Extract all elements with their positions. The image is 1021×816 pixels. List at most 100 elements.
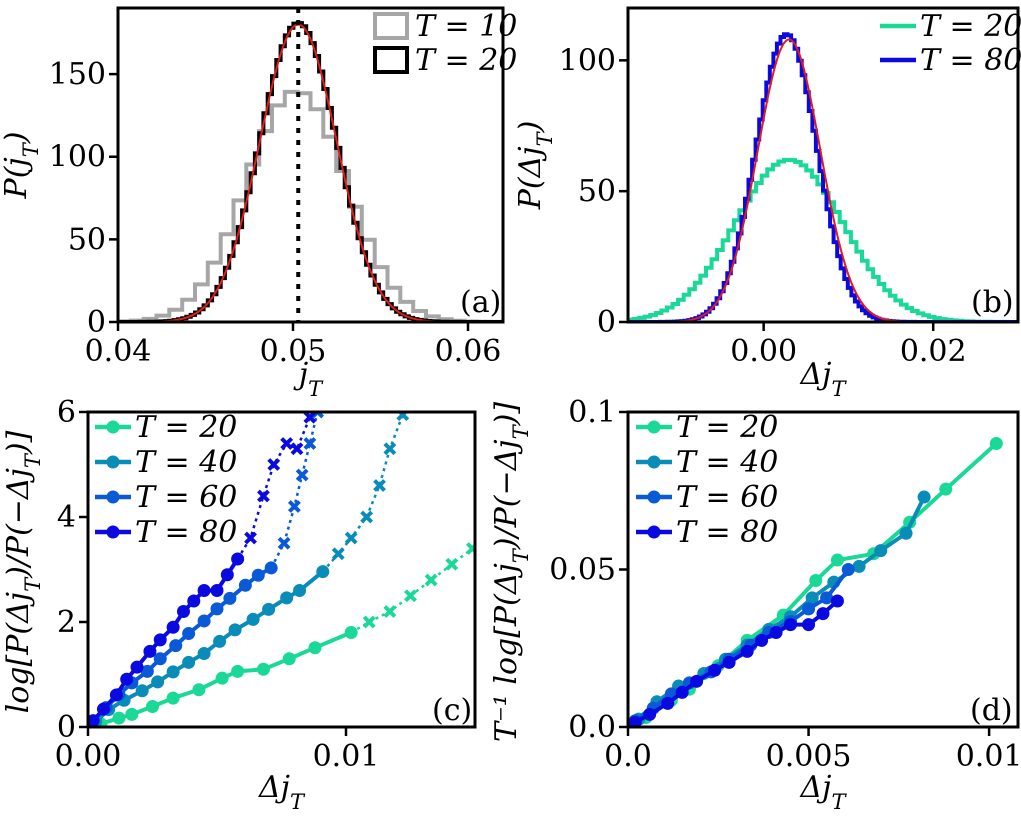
point-c-T=20-9 — [282, 652, 296, 666]
point-d-T=60-11 — [841, 563, 855, 576]
point-d-T=20-11 — [989, 437, 1003, 450]
point-c-T=20-2 — [125, 707, 139, 721]
ytick-label-b-1: 50 — [578, 174, 616, 209]
xtick-label-c-0: 0.00 — [55, 739, 122, 774]
point-d-T=60-9 — [802, 602, 816, 616]
ytick-label-d-2: 0.1 — [568, 395, 616, 430]
xtick-label-a-1: 0.05 — [260, 334, 327, 369]
legend-label-a-0: T = 10 — [415, 9, 517, 44]
point-d-T=40-8 — [805, 591, 819, 605]
legend-marker-d-2 — [647, 490, 661, 504]
point-c-T=60-4 — [140, 664, 154, 678]
point-d-T=40-11 — [874, 544, 888, 558]
point-c-T=80-6 — [153, 633, 167, 647]
xtick-label-d-0: 0.0 — [604, 739, 652, 774]
point-c-T=20-x-4 — [445, 557, 459, 571]
point-c-T=80-5 — [143, 644, 157, 658]
legend-label-c-0: T = 20 — [135, 410, 237, 445]
point-d-T=80-11 — [802, 618, 816, 632]
series-b-fit — [628, 38, 1018, 322]
point-d-T=40-13 — [917, 490, 931, 504]
point-c-T=80-10 — [197, 584, 211, 597]
axes-frame-c — [86, 410, 477, 729]
legend-label-d-0: T = 20 — [676, 410, 778, 445]
point-c-T=80-13 — [231, 552, 245, 566]
plot-area-a — [118, 8, 503, 322]
panel-tag-d: (d) — [970, 693, 1013, 728]
legend-marker-d-1 — [647, 455, 661, 469]
point-d-T=80-0 — [628, 715, 642, 727]
point-c-T=20-7 — [231, 664, 245, 678]
point-c-T=40-12 — [280, 591, 294, 605]
point-c-T=60-x-2 — [295, 468, 309, 482]
point-c-T=80-1 — [96, 702, 110, 716]
point-d-T=80-6 — [722, 655, 736, 669]
xlabel-c: ΔjT — [258, 770, 306, 814]
point-c-T=60-8 — [197, 614, 211, 628]
point-d-T=80-4 — [690, 674, 704, 688]
point-c-T=80-x-3 — [280, 437, 294, 450]
point-d-T=20-10 — [939, 482, 953, 496]
series-c-T=60-extrapolated — [270, 412, 319, 569]
xlabel-d: ΔjT — [800, 770, 848, 814]
point-d-T=80-7 — [740, 644, 754, 658]
point-c-T=60-x-3 — [303, 437, 317, 450]
legend-label-b-1: T = 80 — [920, 43, 1021, 78]
point-c-T=40-11 — [262, 602, 276, 616]
point-c-T=60-13 — [264, 561, 278, 575]
point-c-T=80-7 — [166, 620, 180, 634]
plot-area-d — [628, 437, 1003, 727]
point-c-T=60-x-0 — [277, 536, 291, 550]
point-c-T=60-11 — [238, 578, 252, 592]
point-c-T=60-10 — [223, 591, 237, 605]
point-d-T=80-9 — [769, 626, 783, 639]
ylabel-b: P(ΔjT) — [513, 121, 557, 211]
ytick-label-a-3: 150 — [49, 57, 106, 92]
point-c-T=80-9 — [187, 594, 201, 608]
point-c-T=80-8 — [176, 605, 190, 618]
point-c-T=20-5 — [192, 683, 206, 697]
point-c-T=80-x-2 — [267, 458, 281, 471]
point-c-T=40-x-4 — [383, 442, 397, 456]
point-c-T=20-x-0 — [362, 615, 376, 629]
legend-marker-c-0 — [106, 420, 120, 434]
point-c-T=20-11 — [344, 626, 358, 639]
legend-c: T = 20T = 40T = 60T = 80 — [95, 410, 237, 550]
xtick-label-b-1: 0.02 — [900, 334, 967, 369]
panel-tag-a: (a) — [460, 285, 501, 320]
point-c-T=20-8 — [256, 662, 270, 676]
point-d-T=80-1 — [643, 707, 657, 721]
legend-label-b-0: T = 20 — [920, 9, 1021, 44]
axes-frame-a — [116, 6, 505, 324]
legend-b: T = 20T = 80 — [880, 9, 1021, 78]
point-c-T=20-4 — [166, 691, 180, 705]
point-c-T=40-8 — [213, 634, 227, 648]
xtick-label-b-0: 0.00 — [730, 334, 797, 369]
ytick-label-a-2: 100 — [49, 140, 106, 175]
point-c-T=80-2 — [109, 688, 123, 702]
legend-swatch-a-0 — [373, 12, 409, 40]
point-c-T=20-x-5 — [466, 542, 475, 555]
point-c-T=20-3 — [146, 700, 159, 714]
point-d-T=40-12 — [899, 526, 913, 540]
point-d-T=80-2 — [661, 696, 675, 710]
xtick-label-d-2: 0.01 — [956, 739, 1021, 774]
point-c-T=20-1 — [112, 711, 126, 725]
legend-marker-d-3 — [647, 525, 661, 539]
point-d-T=80-10 — [784, 618, 797, 632]
point-c-T=20-10 — [308, 641, 322, 655]
point-c-T=80-0 — [88, 714, 100, 727]
point-c-T=80-3 — [120, 672, 134, 686]
ylabel-a: P(jT) — [0, 132, 43, 200]
point-c-T=40-x-1 — [344, 531, 358, 545]
panel-b: 0.00 0.02 0 50 100 ΔjT P(ΔjT) (b) T = 20T = 80 — [513, 6, 1021, 401]
ytick-label-a-1: 50 — [68, 222, 106, 257]
point-d-T=80-12 — [816, 607, 830, 621]
ytick-label-c-3: 6 — [57, 395, 76, 430]
point-d-T=20-6 — [809, 574, 823, 588]
point-c-T=40-13 — [293, 584, 307, 597]
panel-c: 0.00 0.01 0 2 4 6 ΔjT log[P(ΔjT)/P(−ΔjT)] (c) T =… — [1, 395, 477, 814]
point-d-T=20-7 — [830, 553, 844, 567]
point-c-T=40-x-5 — [396, 412, 410, 422]
